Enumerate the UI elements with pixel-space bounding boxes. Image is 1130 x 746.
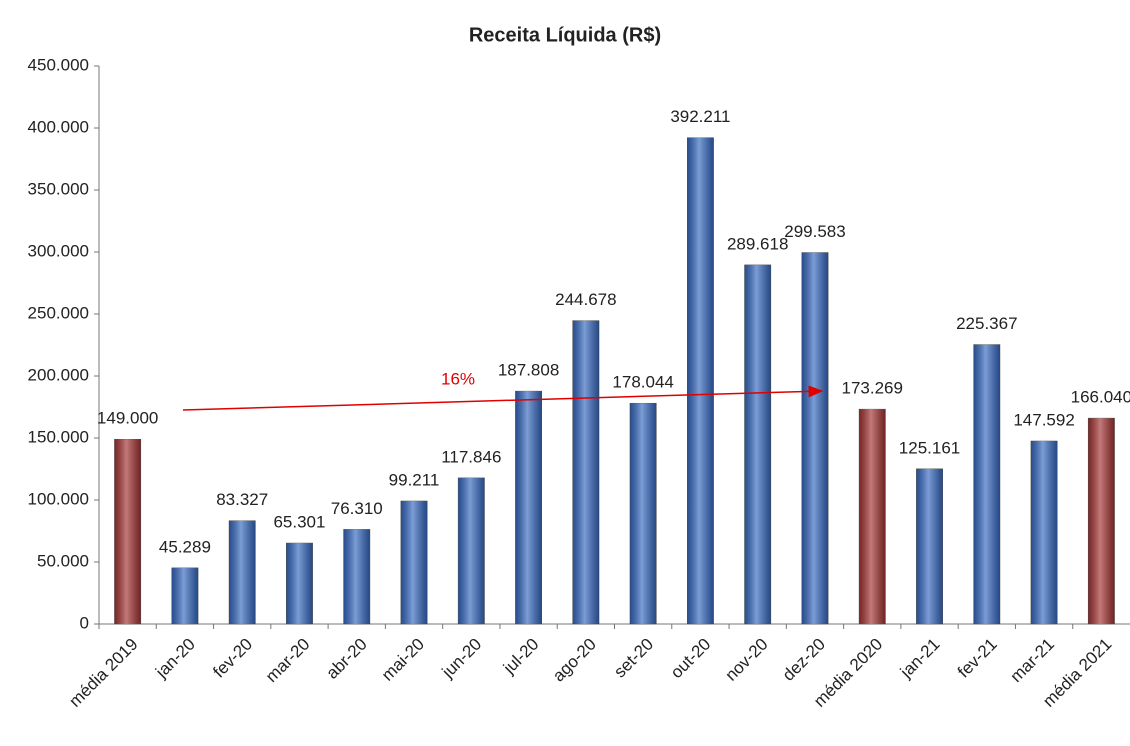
x-tick-label: fev-21 [954,635,1001,682]
value-label: 187.808 [498,361,559,380]
bar-shine [801,252,829,624]
x-tick-label: mai-20 [378,635,428,685]
bar-shine [114,439,141,624]
y-tick-label: 50.000 [37,551,89,570]
value-label: 392.211 [670,107,730,126]
bar-shine [629,403,657,624]
y-tick-label: 150.000 [28,427,89,446]
x-tick-label: abr-20 [323,635,371,683]
value-label: 173.269 [842,379,903,398]
x-tick-label: nov-20 [722,635,772,685]
y-tick-label: 300.000 [28,241,89,260]
value-label: 147.592 [1013,410,1074,429]
bar-shine [572,320,600,624]
bar-shine [458,477,485,624]
x-tick-label: ago-20 [549,635,600,686]
bar-shine [1088,418,1115,624]
y-tick-label: 450.000 [28,55,89,74]
y-tick-label: 0 [80,613,89,632]
value-label: 99.211 [389,470,440,489]
x-tick-label: jan-20 [151,635,199,683]
bar-shine [744,264,771,624]
x-tick-label: dez-20 [779,635,829,685]
x-tick-label: jul-20 [499,635,543,679]
value-label: 299.583 [784,222,845,241]
value-label: 244.678 [555,290,616,309]
annotation: 16% [441,369,475,388]
y-tick-label: 400.000 [28,117,89,136]
x-tick-label: out-20 [667,635,715,683]
x-tick-label: média 2019 [65,635,141,711]
x-tick-label: mar-20 [262,635,314,687]
bar-shine [916,468,943,624]
value-label: 76.310 [331,499,383,518]
x-tick-label: mar-21 [1007,635,1059,687]
bar-shine [1030,440,1058,624]
y-tick-label: 200.000 [28,365,89,384]
value-label: 178.044 [612,373,673,392]
value-label: 225.367 [956,314,1017,333]
x-tick-label: set-20 [610,635,657,682]
bar-shine [343,529,370,624]
bar-shine [687,137,714,624]
value-label: 125.161 [899,438,960,457]
bar-shine [400,500,428,624]
value-label: 166.040 [1071,388,1130,407]
bar-shine [859,409,886,624]
trend-arrow [182,385,824,411]
y-tick-label: 250.000 [28,303,89,322]
value-label: 45.289 [159,537,211,556]
y-tick-label: 350.000 [28,179,89,198]
chart-title: Receita Líquida (R$) [469,24,661,46]
bar-shine [515,391,542,624]
x-tick-label: jun-20 [438,635,486,683]
value-label: 149.000 [97,409,158,428]
x-tick-label: jan-21 [896,635,944,683]
bar-shine [286,543,313,624]
x-tick-label: fev-20 [209,635,256,682]
bar-shine [229,520,256,624]
bar-shine [171,567,199,624]
y-tick-label: 100.000 [28,489,89,508]
value-label: 289.618 [727,234,788,253]
value-label: 83.327 [216,490,268,509]
value-label: 65.301 [273,513,325,532]
bar-shine [973,344,1000,624]
value-label: 117.846 [441,447,501,466]
